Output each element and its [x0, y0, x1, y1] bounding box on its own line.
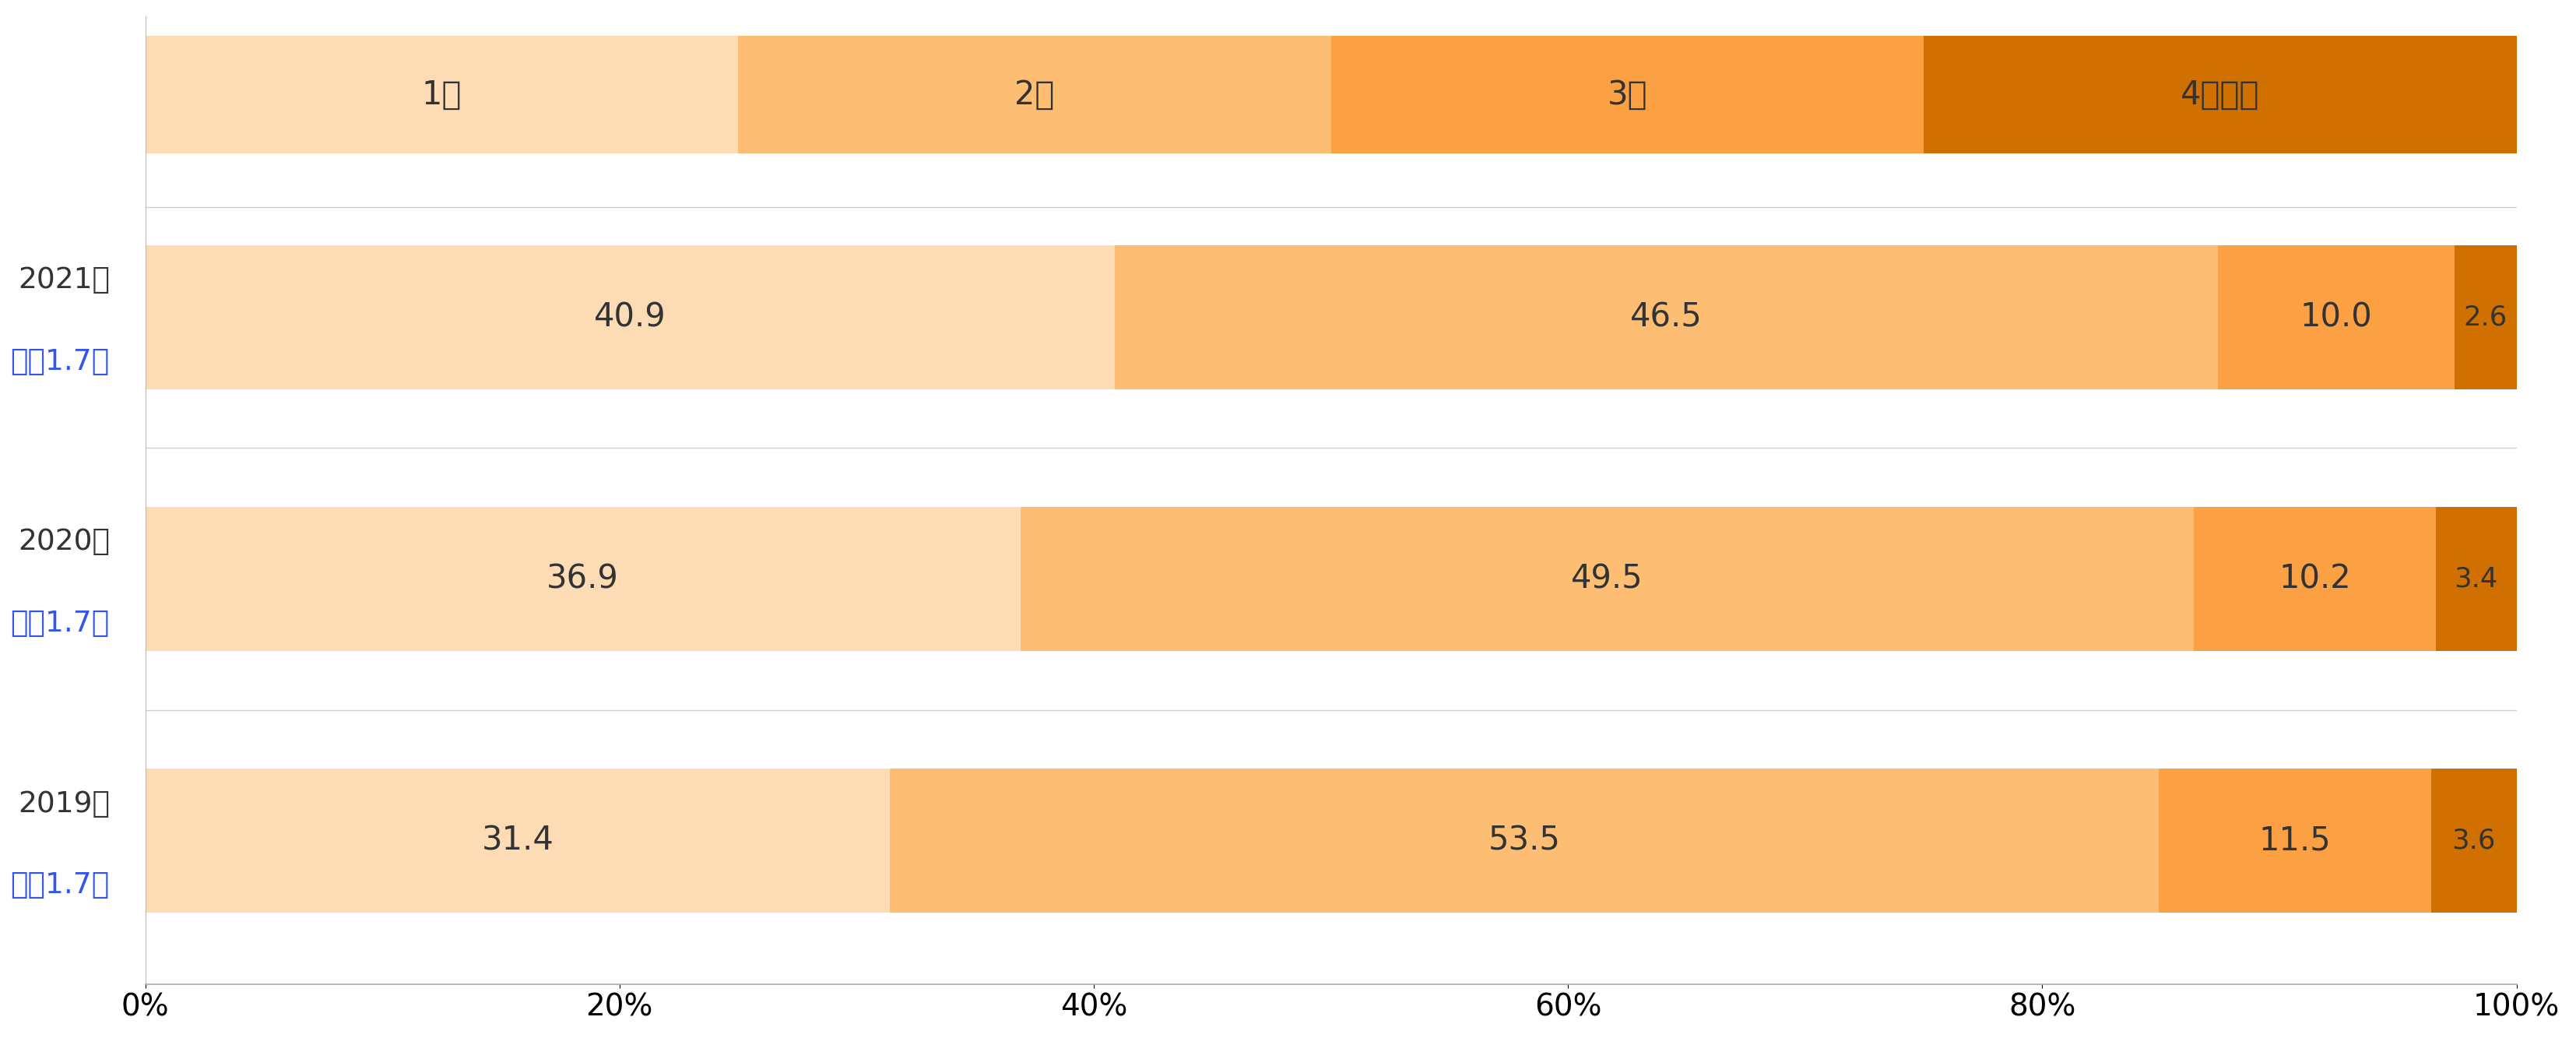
Text: 40.9: 40.9	[595, 301, 667, 333]
Text: 3回: 3回	[1607, 79, 1649, 111]
Bar	[2218, 245, 2455, 389]
Bar	[2195, 507, 2437, 651]
Bar	[1332, 36, 1924, 154]
Bar	[144, 245, 1115, 389]
Bar	[2159, 769, 2432, 912]
Text: 10.2: 10.2	[2280, 563, 2352, 595]
Bar	[144, 507, 1020, 651]
Text: 2019年: 2019年	[18, 790, 111, 818]
Bar	[889, 769, 2159, 912]
Bar	[144, 769, 889, 912]
Text: 36.9: 36.9	[546, 563, 618, 595]
Text: 11.5: 11.5	[2259, 824, 2331, 857]
Bar	[1115, 245, 2218, 389]
Bar	[739, 36, 1332, 154]
Text: 平均1.7回: 平均1.7回	[10, 348, 111, 376]
Text: 2020年: 2020年	[18, 528, 111, 556]
Text: 49.5: 49.5	[1571, 563, 1643, 595]
Bar	[2432, 769, 2517, 912]
Text: 53.5: 53.5	[1489, 824, 1561, 857]
Text: 3.6: 3.6	[2452, 827, 2496, 854]
Text: 4回以上: 4回以上	[2179, 79, 2259, 111]
Text: 1回: 1回	[422, 79, 461, 111]
Text: 3.4: 3.4	[2455, 566, 2499, 592]
Bar	[2455, 245, 2517, 389]
Bar	[1020, 507, 2195, 651]
Text: 46.5: 46.5	[1631, 301, 1703, 333]
Bar	[2437, 507, 2517, 651]
Text: 平均1.7回: 平均1.7回	[10, 871, 111, 899]
Bar	[1924, 36, 2517, 154]
Text: 2021年: 2021年	[18, 267, 111, 295]
Bar	[144, 36, 739, 154]
Text: 31.4: 31.4	[482, 824, 554, 857]
Text: 10.0: 10.0	[2300, 301, 2372, 333]
Text: 2.6: 2.6	[2463, 304, 2506, 330]
Text: 平均1.7回: 平均1.7回	[10, 609, 111, 637]
Text: 2回: 2回	[1015, 79, 1054, 111]
